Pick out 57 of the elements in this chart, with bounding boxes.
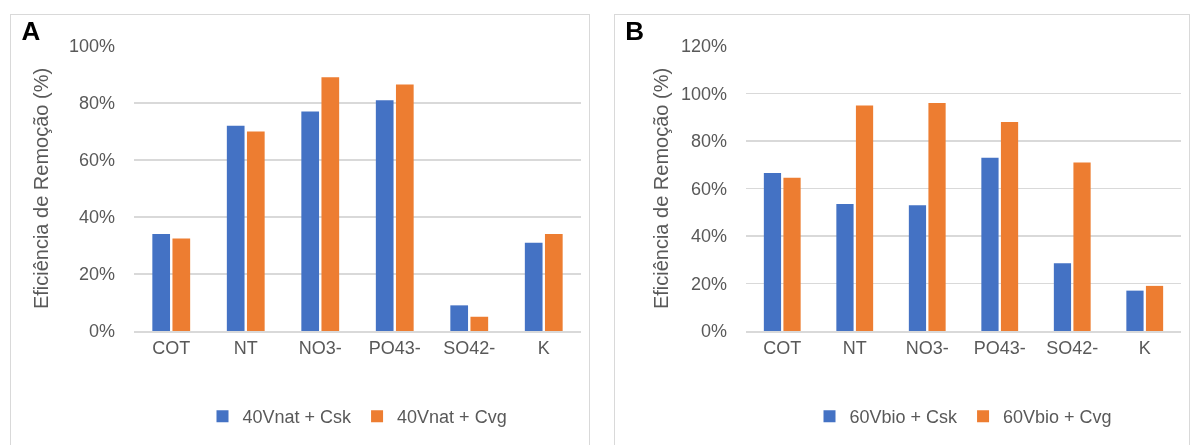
legend-label: 40Vnat + Csk	[242, 407, 353, 428]
bar	[301, 111, 320, 331]
x-tick-label: SO42-	[1046, 338, 1099, 359]
x-tick-label: SO42-	[443, 338, 496, 359]
bar	[1126, 290, 1144, 331]
bar	[1145, 285, 1164, 331]
bar	[152, 234, 171, 331]
bar	[172, 238, 191, 331]
x-tick-label: PO43-	[368, 338, 421, 359]
bar	[375, 100, 394, 331]
legend-label: 60Vbio + Cvg	[1003, 407, 1112, 428]
x-tick-label: COT	[152, 338, 191, 359]
legend-label: 60Vbio + Csk	[849, 407, 959, 428]
x-tick-label: NT	[842, 338, 867, 359]
y-tick-label: 120%	[680, 36, 727, 57]
x-tick-label: NO3-	[905, 338, 949, 359]
x-tick-label: NO3-	[298, 338, 342, 359]
bar	[450, 305, 469, 331]
x-tick-label: K	[1138, 338, 1151, 359]
bar	[524, 242, 543, 331]
bar	[836, 203, 854, 331]
y-tick-label: 100%	[680, 83, 727, 104]
y-tick-label: 100%	[68, 36, 115, 57]
bar	[1053, 263, 1072, 331]
y-tick-label: 0%	[88, 321, 115, 342]
y-tick-label: 80%	[78, 93, 115, 114]
y-tick-label: 60%	[78, 150, 115, 171]
bar	[470, 316, 489, 331]
bar	[908, 205, 927, 331]
x-tick-label: COT	[763, 338, 802, 359]
bar	[1000, 122, 1019, 331]
bar	[1073, 162, 1091, 331]
y-tick-label: 60%	[690, 178, 727, 199]
x-tick-label: NT	[233, 338, 258, 359]
y-tick-label: 0%	[700, 321, 727, 342]
chart-title: A	[21, 15, 41, 46]
y-tick-label: 80%	[690, 131, 727, 152]
chart-title: B	[625, 15, 645, 46]
y-axis-title: Eficiência de Remoção (%)	[650, 67, 673, 310]
x-tick-label: K	[537, 338, 550, 359]
bar	[855, 105, 874, 331]
bar	[246, 131, 265, 331]
bar	[928, 103, 946, 331]
bar	[981, 157, 999, 331]
y-tick-label: 40%	[78, 207, 115, 228]
y-tick-label: 20%	[78, 264, 115, 285]
y-tick-label: 40%	[690, 226, 727, 247]
bar	[226, 125, 245, 331]
y-tick-label: 20%	[690, 273, 727, 294]
y-axis-title: Eficiência de Remoção (%)	[30, 67, 53, 310]
bar	[783, 177, 801, 331]
bar	[321, 77, 340, 331]
x-tick-label: PO43-	[973, 338, 1026, 359]
legend-label: 40Vnat + Cvg	[397, 407, 507, 428]
bar	[544, 234, 563, 331]
bar	[763, 173, 782, 331]
bar	[395, 84, 414, 331]
